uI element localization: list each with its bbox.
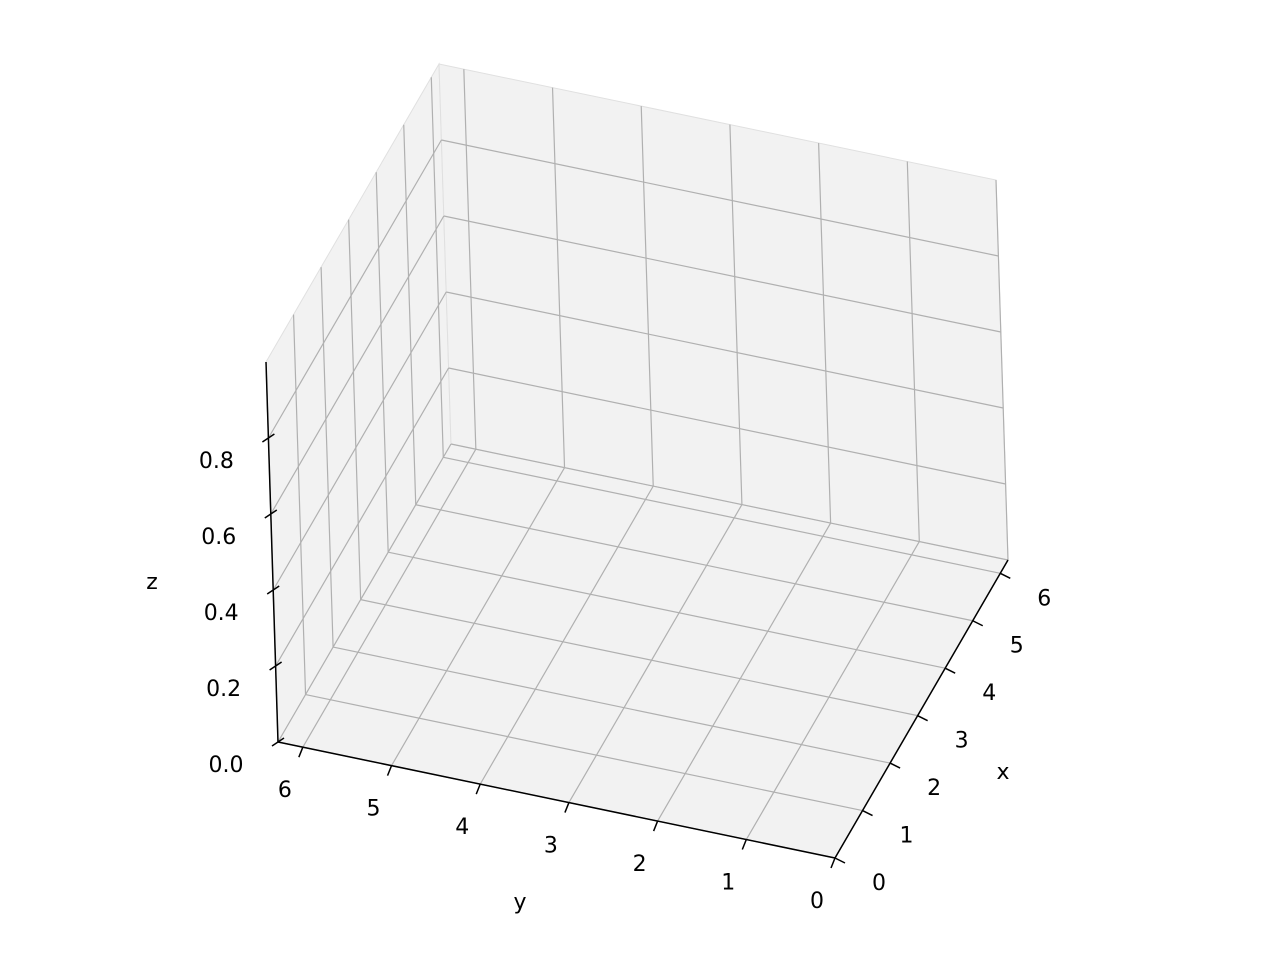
z-axis-line — [265, 361, 279, 743]
grid-line — [995, 179, 1009, 561]
grid-line — [448, 367, 1006, 485]
x-tick-label: 5 — [1010, 634, 1024, 659]
y-tick — [830, 857, 836, 869]
grid-line — [388, 551, 946, 669]
x-tick-label: 2 — [927, 776, 941, 801]
grid-line — [332, 646, 891, 764]
y-tick-label: 5 — [367, 797, 381, 822]
y-tick-label: 3 — [544, 834, 558, 859]
grid-line — [375, 172, 389, 553]
grid-line — [275, 367, 450, 667]
grid-line — [267, 139, 442, 439]
grid-line — [818, 143, 832, 524]
y-tick — [564, 802, 570, 813]
x-tick — [889, 762, 901, 769]
grid-line — [479, 485, 654, 785]
y-tick — [741, 839, 748, 850]
grid-line — [745, 541, 920, 840]
z-axis-label: z — [146, 570, 158, 595]
grid-line — [272, 291, 447, 591]
grid-line — [450, 443, 1009, 561]
grid-line — [305, 693, 863, 812]
x-tick-label: 4 — [982, 681, 996, 706]
x-tick — [834, 857, 846, 864]
x-tick — [999, 572, 1011, 579]
x-tick-label: 0 — [872, 871, 886, 896]
grid-line — [446, 291, 1004, 409]
y-tick — [386, 765, 393, 776]
y-axis-label: y — [513, 890, 526, 915]
x-tick — [944, 667, 956, 674]
grid-line — [292, 314, 307, 695]
grid-line — [277, 443, 452, 743]
grid-line — [415, 504, 973, 622]
y-tick — [652, 820, 659, 832]
y-tick — [298, 746, 304, 758]
y-axis-line — [277, 741, 836, 859]
x-tick — [972, 620, 984, 627]
grid-line — [443, 456, 1001, 574]
x-axis-line — [834, 559, 1009, 859]
grid-line — [640, 106, 654, 487]
grid-line — [430, 77, 444, 458]
grid-line — [302, 448, 477, 748]
y-tick-label: 6 — [278, 778, 292, 803]
y-tick-label: 2 — [633, 852, 647, 877]
x-axis-label: x — [996, 760, 1009, 785]
x-tick-label: 3 — [955, 729, 969, 754]
z-tick-label: 0.6 — [201, 525, 236, 550]
grid-line — [657, 522, 832, 822]
z-tick-label: 0.4 — [204, 601, 239, 626]
grid-line — [360, 599, 918, 717]
x-tick — [917, 714, 928, 722]
grid-line — [348, 219, 362, 600]
x-tick — [862, 809, 873, 817]
grid-line — [443, 215, 1001, 333]
grid-line — [403, 124, 417, 505]
y-tick-label: 1 — [721, 871, 735, 896]
grid-line — [320, 267, 334, 648]
grid-line — [729, 124, 743, 505]
grid-line — [391, 467, 566, 766]
grid-line — [551, 87, 566, 468]
z-tick-label: 0.0 — [209, 753, 244, 778]
x-tick-label: 6 — [1037, 586, 1051, 611]
z-tick-label: 0.2 — [206, 677, 241, 702]
grid-line — [441, 139, 999, 257]
grid-line — [270, 215, 445, 515]
x-tick-label: 1 — [900, 824, 914, 849]
y-tick-label: 0 — [810, 889, 824, 914]
grid-line — [906, 161, 920, 542]
z-tick-label: 0.8 — [199, 449, 234, 474]
grid-line — [463, 69, 477, 450]
y-tick — [475, 783, 481, 795]
grid-line — [568, 504, 743, 803]
y-tick-label: 4 — [455, 815, 469, 840]
